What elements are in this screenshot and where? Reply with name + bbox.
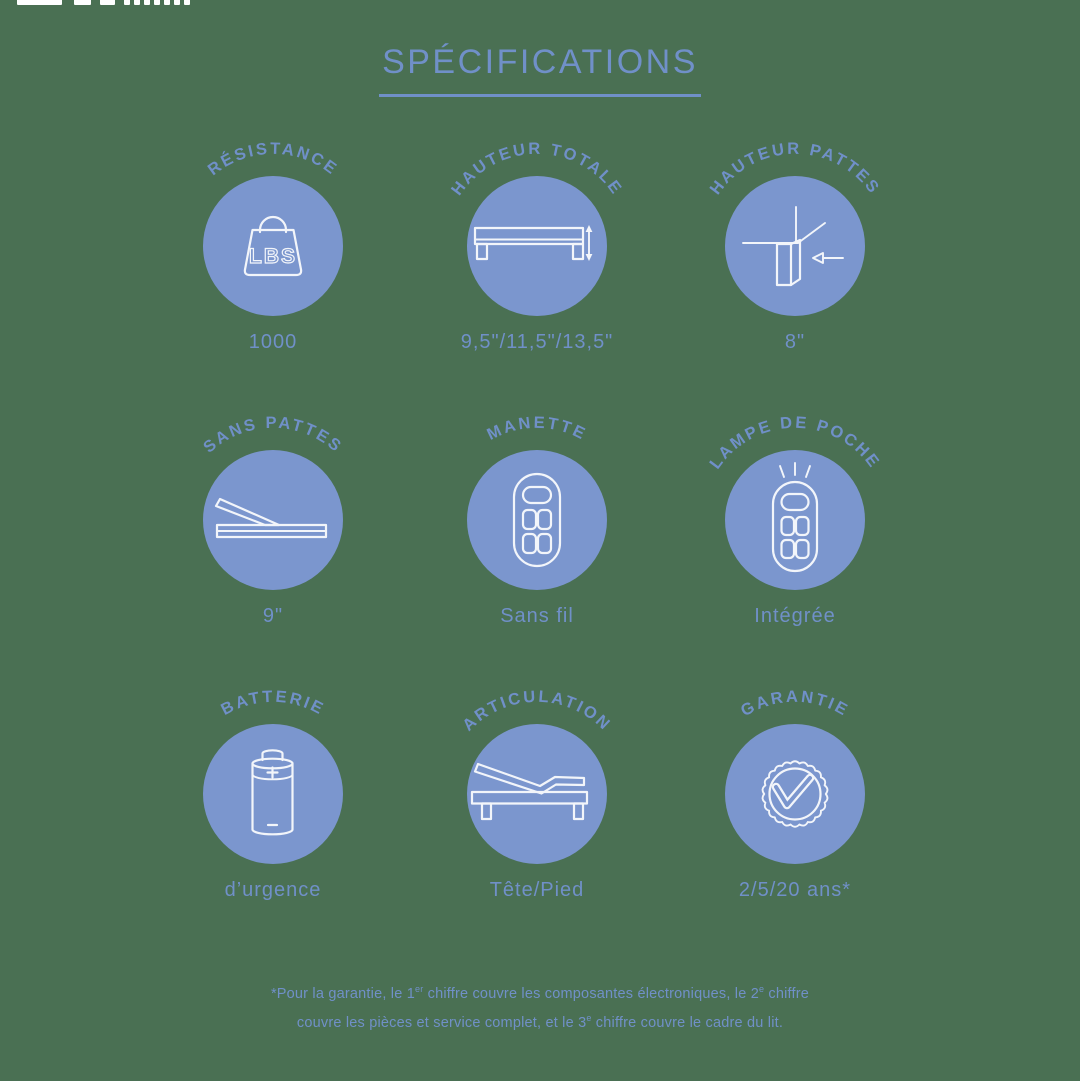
spec-circle (467, 176, 607, 316)
spec-label: BATTERIE (218, 688, 325, 719)
footnote-superscript: e (758, 984, 765, 994)
spec-item-hauteur-totale: HAUTEUR TOTALE 9,5"/11,5"/13,5" (427, 139, 647, 355)
svg-text:BATTERIE: BATTERIE (218, 688, 328, 719)
footnote-text: chiffre couvre les composantes électroni… (423, 985, 759, 1002)
spec-item-lampe-de-poche: LAMPE DE POCHE Intégrée (685, 413, 905, 629)
warranty-badge-icon: GARANTIE (725, 688, 865, 864)
spec-label: MANETTE (484, 414, 587, 444)
spec-circle (203, 450, 343, 590)
spec-circle (725, 450, 865, 590)
spec-value: 1000 (248, 331, 298, 353)
spec-value: 2/5/20 ans* (738, 879, 852, 901)
spec-value: 9" (262, 605, 284, 627)
spec-item-sans-pattes: SANS PATTES 9" (163, 413, 383, 629)
warranty-scallop-path (761, 760, 829, 828)
legless-bed-icon: SANS PATTES (200, 414, 343, 590)
spec-circle (467, 724, 607, 864)
logo-fragment (17, 0, 194, 5)
weight-bag-lbs-icon: RÉSISTANCE LBS (203, 140, 343, 316)
spec-item-manette: MANETTE Sans fil (427, 413, 647, 629)
svg-text:GARANTIE: GARANTIE (738, 688, 852, 720)
spec-label: GARANTIE (738, 688, 850, 720)
spec-value: d’urgence (224, 879, 322, 901)
logo-fragment-piece (154, 0, 160, 5)
svg-text:MANETTE: MANETTE (484, 414, 590, 444)
bed-height-arrow-icon: HAUTEUR TOTALE (448, 140, 624, 316)
logo-fragment-piece (124, 0, 130, 5)
page-title: SPÉCIFICATIONS (382, 43, 698, 81)
spec-item-resistance: RÉSISTANCE LBS 1000 (163, 139, 383, 355)
footnote-line-2: couvre les pièces et service complet, et… (0, 1006, 1080, 1035)
spec-circle (203, 724, 343, 864)
spec-value: Tête/Pied (489, 879, 585, 901)
spec-value: 9,5"/11,5"/13,5" (460, 331, 614, 353)
warranty-footnote: *Pour la garantie, le 1er chiffre couvre… (0, 977, 1080, 1035)
spec-item-hauteur-pattes: HAUTEUR PATTES 8" (685, 139, 905, 355)
spec-circle (725, 176, 865, 316)
logo-fragment-piece (134, 0, 140, 5)
footnote-text: *Pour la garantie, le 1 (270, 985, 415, 1002)
logo-fragment-piece (174, 0, 180, 5)
logo-fragment-piece (17, 0, 62, 5)
bed-leg-arrow-icon: HAUTEUR PATTES (707, 140, 881, 316)
remote-control-icon: MANETTE (467, 414, 607, 590)
footnote-line-1: *Pour la garantie, le 1er chiffre couvre… (0, 977, 1080, 1006)
title-underline (379, 94, 701, 97)
spec-item-garantie: GARANTIE 2/5/20 ans* (685, 687, 905, 903)
articulated-bed-icon: ARTICULATION (459, 688, 612, 864)
lbs-icon-text: LBS (249, 245, 297, 268)
footnote-text: chiffre couvre le cadre du lit. (591, 1014, 784, 1031)
spec-item-batterie: BATTERIE d’urgence (163, 687, 383, 903)
svg-text:RÉSISTANCE: RÉSISTANCE (205, 140, 342, 179)
logo-fragment-piece (100, 0, 115, 5)
logo-fragment-piece (164, 0, 170, 5)
logo-fragment-piece (74, 0, 91, 5)
battery-icon: BATTERIE (203, 688, 343, 864)
logo-fragment-piece (184, 0, 190, 5)
spec-item-articulation: ARTICULATION Tête/Pied (427, 687, 647, 903)
footnote-text: couvre les pièces et service complet, et… (296, 1014, 587, 1031)
spec-value: Intégrée (754, 605, 836, 627)
remote-flashlight-icon: LAMPE DE POCHE (706, 414, 881, 590)
logo-fragment-piece (144, 0, 150, 5)
spec-value: 8" (784, 331, 806, 353)
spec-value: Sans fil (500, 605, 574, 627)
footnote-text: chiffre (764, 985, 810, 1002)
footnote-superscript: e (586, 1012, 592, 1023)
spec-circle (203, 176, 343, 316)
footnote-superscript: er (415, 984, 424, 994)
spec-label: RÉSISTANCE (205, 140, 339, 179)
